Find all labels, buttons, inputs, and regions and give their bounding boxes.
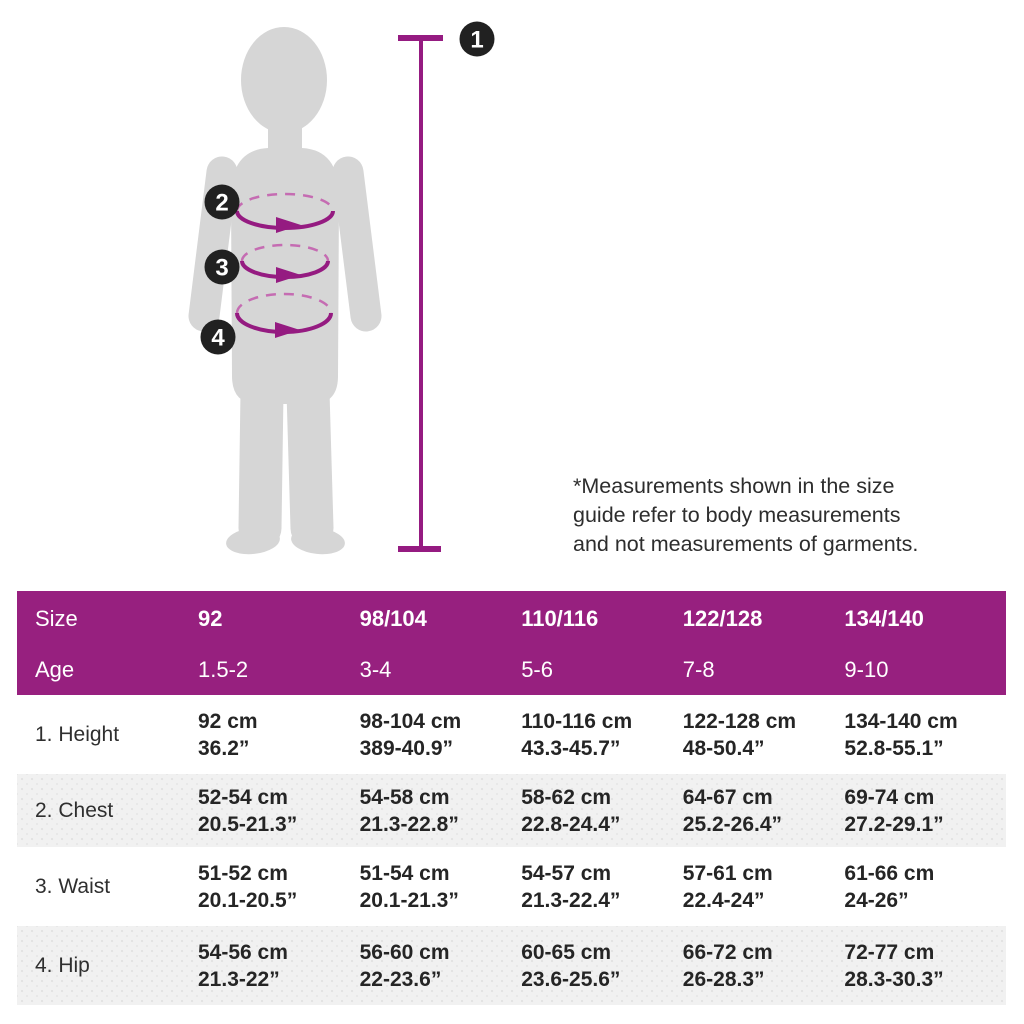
cell-chest-122-128: 64-67 cm 25.2-26.4”: [682, 785, 783, 836]
note-line-1: *Measurements shown in the size: [573, 474, 895, 498]
age-value: 5-6: [521, 657, 553, 682]
marker-chest: 2: [204, 184, 240, 220]
cell-waist-122-128: 57-61 cm 22.4-24”: [682, 861, 773, 912]
cell-height-122-128: 122-128 cm 48-50.4”: [682, 709, 797, 760]
size-header-label: Size: [35, 606, 78, 631]
cell-height-92: 92 cm 36.2”: [198, 709, 258, 760]
note-line-2: guide refer to body measurements: [573, 503, 901, 527]
age-value: 3-4: [359, 657, 392, 682]
chest-arrow-icon: [276, 217, 301, 233]
marker-waist-number: 3: [215, 255, 228, 282]
row-label: 1. Height: [35, 722, 120, 746]
row-label: 2. Chest: [35, 798, 114, 822]
header-label-column: Size Age: [17, 591, 198, 695]
cell-hip-110-116: 60-65 cm 23.6-25.6”: [521, 940, 621, 991]
marker-hip-number: 4: [211, 325, 225, 352]
waist-measure-ring: [240, 243, 330, 283]
cell-chest-92: 52-54 cm 20.5-21.3”: [198, 785, 298, 836]
cell-waist-134-140: 61-66 cm 24-26”: [844, 861, 935, 912]
body-measurement-diagram: 1 2 3 4: [188, 21, 495, 555]
table-row-chest: 2. Chest 52-54 cm 20.5-21.3” 54-58 cm 21.3…: [17, 774, 1006, 847]
size-value: 92: [198, 606, 223, 631]
size-value: 110/116: [521, 606, 599, 631]
table-row-hip: 4. Hip 54-56 cm 21.3-22” 56-60 cm 22-23.6”…: [17, 926, 1006, 1005]
note-line-3: and not measurements of garments.: [573, 532, 919, 556]
cell-waist-98-104: 51-54 cm 20.1-21.3”: [359, 861, 459, 912]
cell-waist-110-116: 54-57 cm 21.3-22.4”: [521, 861, 621, 912]
header-col-122-128: 122/128 7-8: [683, 591, 845, 695]
cell-hip-134-140: 72-77 cm 28.3-30.3”: [844, 940, 944, 991]
cell-height-110-116: 110-116 cm 43.3-45.7”: [521, 709, 633, 760]
measurement-note: *Measurements shown in the size guide re…: [573, 472, 918, 559]
marker-height-number: 1: [470, 27, 483, 54]
cell-chest-110-116: 58-62 cm 22.8-24.4”: [521, 785, 621, 836]
age-value: 7-8: [682, 657, 715, 682]
cell-height-98-104: 98-104 cm 389-40.9”: [359, 709, 462, 760]
marker-height: 1: [459, 21, 495, 57]
height-measure-line: [398, 35, 443, 552]
size-value: 134/140: [844, 606, 924, 631]
size-table: Size Age 92 1.5-2 98/104 3-4 110/116 5-6…: [17, 591, 1006, 1005]
cell-hip-98-104: 56-60 cm 22-23.6”: [359, 940, 450, 991]
row-label: 4. Hip: [35, 953, 90, 977]
marker-chest-number: 2: [215, 190, 228, 217]
cell-chest-134-140: 69-74 cm 27.2-29.1”: [844, 785, 944, 836]
table-row-height: 1. Height 92 cm 36.2” 98-104 cm 389-40.9” …: [17, 698, 1006, 771]
cell-hip-92: 54-56 cm 21.3-22”: [198, 940, 288, 991]
header-col-92: 92 1.5-2: [198, 591, 360, 695]
cell-height-134-140: 134-140 cm 52.8-55.1”: [844, 709, 958, 760]
cell-chest-98-104: 54-58 cm 21.3-22.8”: [359, 785, 459, 836]
chest-measure-ring: [235, 192, 335, 233]
child-silhouette: [188, 27, 382, 555]
size-value: 98/104: [359, 606, 427, 631]
age-header-label: Age: [35, 657, 75, 682]
header-col-110-116: 110/116 5-6: [521, 591, 683, 695]
cell-hip-122-128: 66-72 cm 26-28.3”: [682, 940, 773, 991]
marker-hip: 4: [200, 319, 236, 355]
header-col-98-104: 98/104 3-4: [360, 591, 522, 695]
header-col-134-140: 134/140 9-10: [844, 591, 1006, 695]
age-value: 1.5-2: [198, 657, 249, 682]
table-row-waist: 3. Waist 51-52 cm 20.1-20.5” 51-54 cm 20.1…: [17, 850, 1006, 923]
cell-waist-92: 51-52 cm 20.1-20.5”: [198, 861, 298, 912]
size-value: 122/128: [682, 606, 763, 631]
marker-waist: 3: [204, 249, 240, 285]
age-value: 9-10: [844, 657, 889, 682]
hip-measure-ring: [235, 292, 333, 338]
hip-arrow-icon: [275, 322, 300, 338]
size-table-header: Size Age 92 1.5-2 98/104 3-4 110/116 5-6…: [17, 591, 1006, 695]
row-label: 3. Waist: [35, 874, 111, 898]
waist-arrow-icon: [276, 267, 301, 283]
